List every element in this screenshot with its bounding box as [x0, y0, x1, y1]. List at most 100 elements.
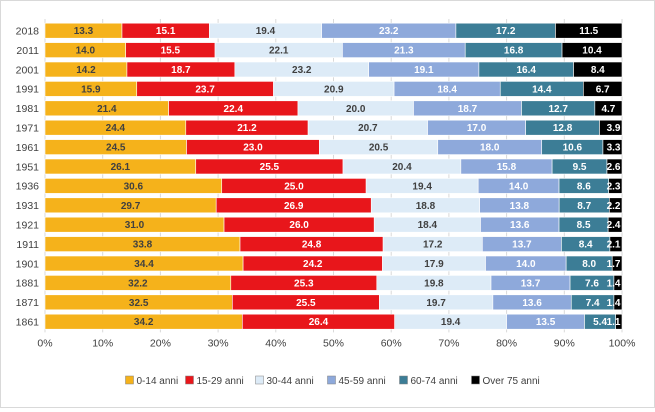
data-label: 2.4 — [607, 220, 621, 231]
data-label: 10.4 — [582, 46, 602, 57]
data-label: 1.1 — [607, 317, 621, 328]
data-label: 20.9 — [324, 84, 344, 95]
data-label: 23.7 — [195, 84, 215, 95]
data-label: 1.4 — [607, 278, 621, 289]
data-label: 25.3 — [294, 278, 314, 289]
category-label: 1901 — [16, 258, 40, 270]
data-label: 13.6 — [510, 220, 530, 231]
x-tick-label: 10% — [92, 337, 113, 349]
category-label: 1951 — [16, 161, 40, 173]
data-label: 2.1 — [607, 240, 621, 251]
data-label: 17.9 — [424, 259, 444, 270]
data-label: 19.1 — [414, 65, 434, 76]
data-label: 17.2 — [423, 240, 443, 251]
data-label: 19.4 — [441, 317, 461, 328]
data-label: 21.2 — [237, 123, 257, 134]
bar-segment — [599, 119, 623, 136]
data-label: 14.2 — [76, 65, 96, 76]
x-tick-label: 30% — [208, 337, 229, 349]
category-label: 1921 — [16, 220, 40, 232]
x-tick-label: 20% — [150, 337, 171, 349]
data-label: 14.0 — [509, 181, 529, 192]
bar-segment — [594, 100, 623, 117]
data-label: 14.0 — [76, 46, 96, 57]
category-label: 1881 — [16, 278, 40, 290]
data-label: 12.7 — [548, 104, 568, 115]
data-label: 8.5 — [577, 220, 591, 231]
x-tick-label: 60% — [381, 337, 402, 349]
data-label: 19.8 — [424, 278, 444, 289]
data-label: 2.2 — [607, 201, 621, 212]
data-label: 29.7 — [121, 201, 141, 212]
category-label: 1981 — [16, 103, 40, 115]
data-label: 18.0 — [480, 143, 500, 154]
data-label: 25.5 — [296, 298, 316, 309]
data-label: 24.2 — [303, 259, 323, 270]
bar-segment — [583, 81, 623, 97]
legend-entry: 0-14 anni — [137, 376, 179, 387]
data-label: 20.5 — [369, 143, 389, 154]
category-label: 1931 — [16, 200, 40, 212]
category-label: 1936 — [16, 181, 40, 193]
value-axis: 0% 10% 20% 30% 40% 50% 60% 70% 80% 90% 100% — [37, 337, 635, 349]
data-label: 34.2 — [134, 317, 154, 328]
data-label: 13.6 — [522, 298, 542, 309]
data-label: 34.4 — [134, 259, 154, 270]
category-label: 1961 — [16, 142, 40, 154]
legend: 0-14 anni 15-29 anni 30-44 anni 45-59 anni 6… — [125, 375, 540, 387]
data-label: 26.9 — [284, 201, 304, 212]
x-tick-label: 40% — [265, 337, 286, 349]
data-label: 11.5 — [579, 26, 598, 37]
data-label: 24.8 — [302, 240, 322, 251]
data-label: 2.3 — [607, 181, 621, 192]
data-label: 23.2 — [292, 65, 312, 76]
data-label: 19.7 — [426, 298, 446, 309]
data-label: 6.7 — [596, 84, 610, 95]
category-label: 2018 — [16, 26, 40, 38]
data-label: 8.7 — [577, 201, 591, 212]
data-label: 14.0 — [516, 259, 536, 270]
bar-segment — [606, 158, 623, 175]
legend-swatch — [471, 375, 480, 385]
category-label: 1911 — [16, 239, 39, 251]
data-label: 16.8 — [504, 46, 524, 57]
data-label: 8.4 — [579, 240, 593, 251]
data-label: 26.4 — [309, 317, 329, 328]
x-tick-label: 70% — [438, 337, 459, 349]
legend-entry: Over 75 anni — [483, 376, 540, 387]
data-label: 16.4 — [516, 65, 536, 76]
bar-segment — [609, 236, 623, 252]
data-label: 32.2 — [128, 278, 148, 289]
data-label: 22.1 — [269, 46, 289, 57]
data-label: 23.0 — [243, 143, 263, 154]
data-label: 24.4 — [106, 123, 126, 134]
data-label: 21.3 — [394, 46, 414, 57]
category-label: 1971 — [16, 123, 40, 135]
legend-entry: 30-44 anni — [267, 376, 314, 387]
bar-segment — [561, 42, 623, 58]
data-label: 15.9 — [81, 84, 101, 95]
data-label: 13.3 — [74, 26, 94, 37]
data-label: 7.6 — [585, 278, 599, 289]
legend-swatch — [255, 375, 264, 385]
data-label: 33.8 — [133, 240, 153, 251]
bar-segment — [611, 255, 623, 272]
bar-segment — [613, 294, 623, 311]
data-label: 30.6 — [124, 181, 144, 192]
category-label: 2011 — [16, 45, 39, 57]
legend-swatch — [185, 375, 194, 385]
data-label: 12.8 — [553, 123, 573, 134]
data-label: 21.4 — [97, 104, 117, 115]
bar-segment — [602, 139, 623, 155]
x-tick-label: 80% — [496, 337, 517, 349]
x-tick-label: 90% — [554, 337, 575, 349]
data-label: 26.0 — [289, 220, 309, 231]
data-label: 17.0 — [467, 123, 487, 134]
data-label: 2.6 — [607, 162, 621, 173]
data-label: 10.6 — [563, 143, 583, 154]
data-label: 19.4 — [412, 181, 432, 192]
category-label: 2001 — [16, 64, 40, 76]
data-label: 18.4 — [437, 84, 457, 95]
bar-segment — [573, 61, 623, 78]
data-label: 15.1 — [156, 26, 176, 37]
